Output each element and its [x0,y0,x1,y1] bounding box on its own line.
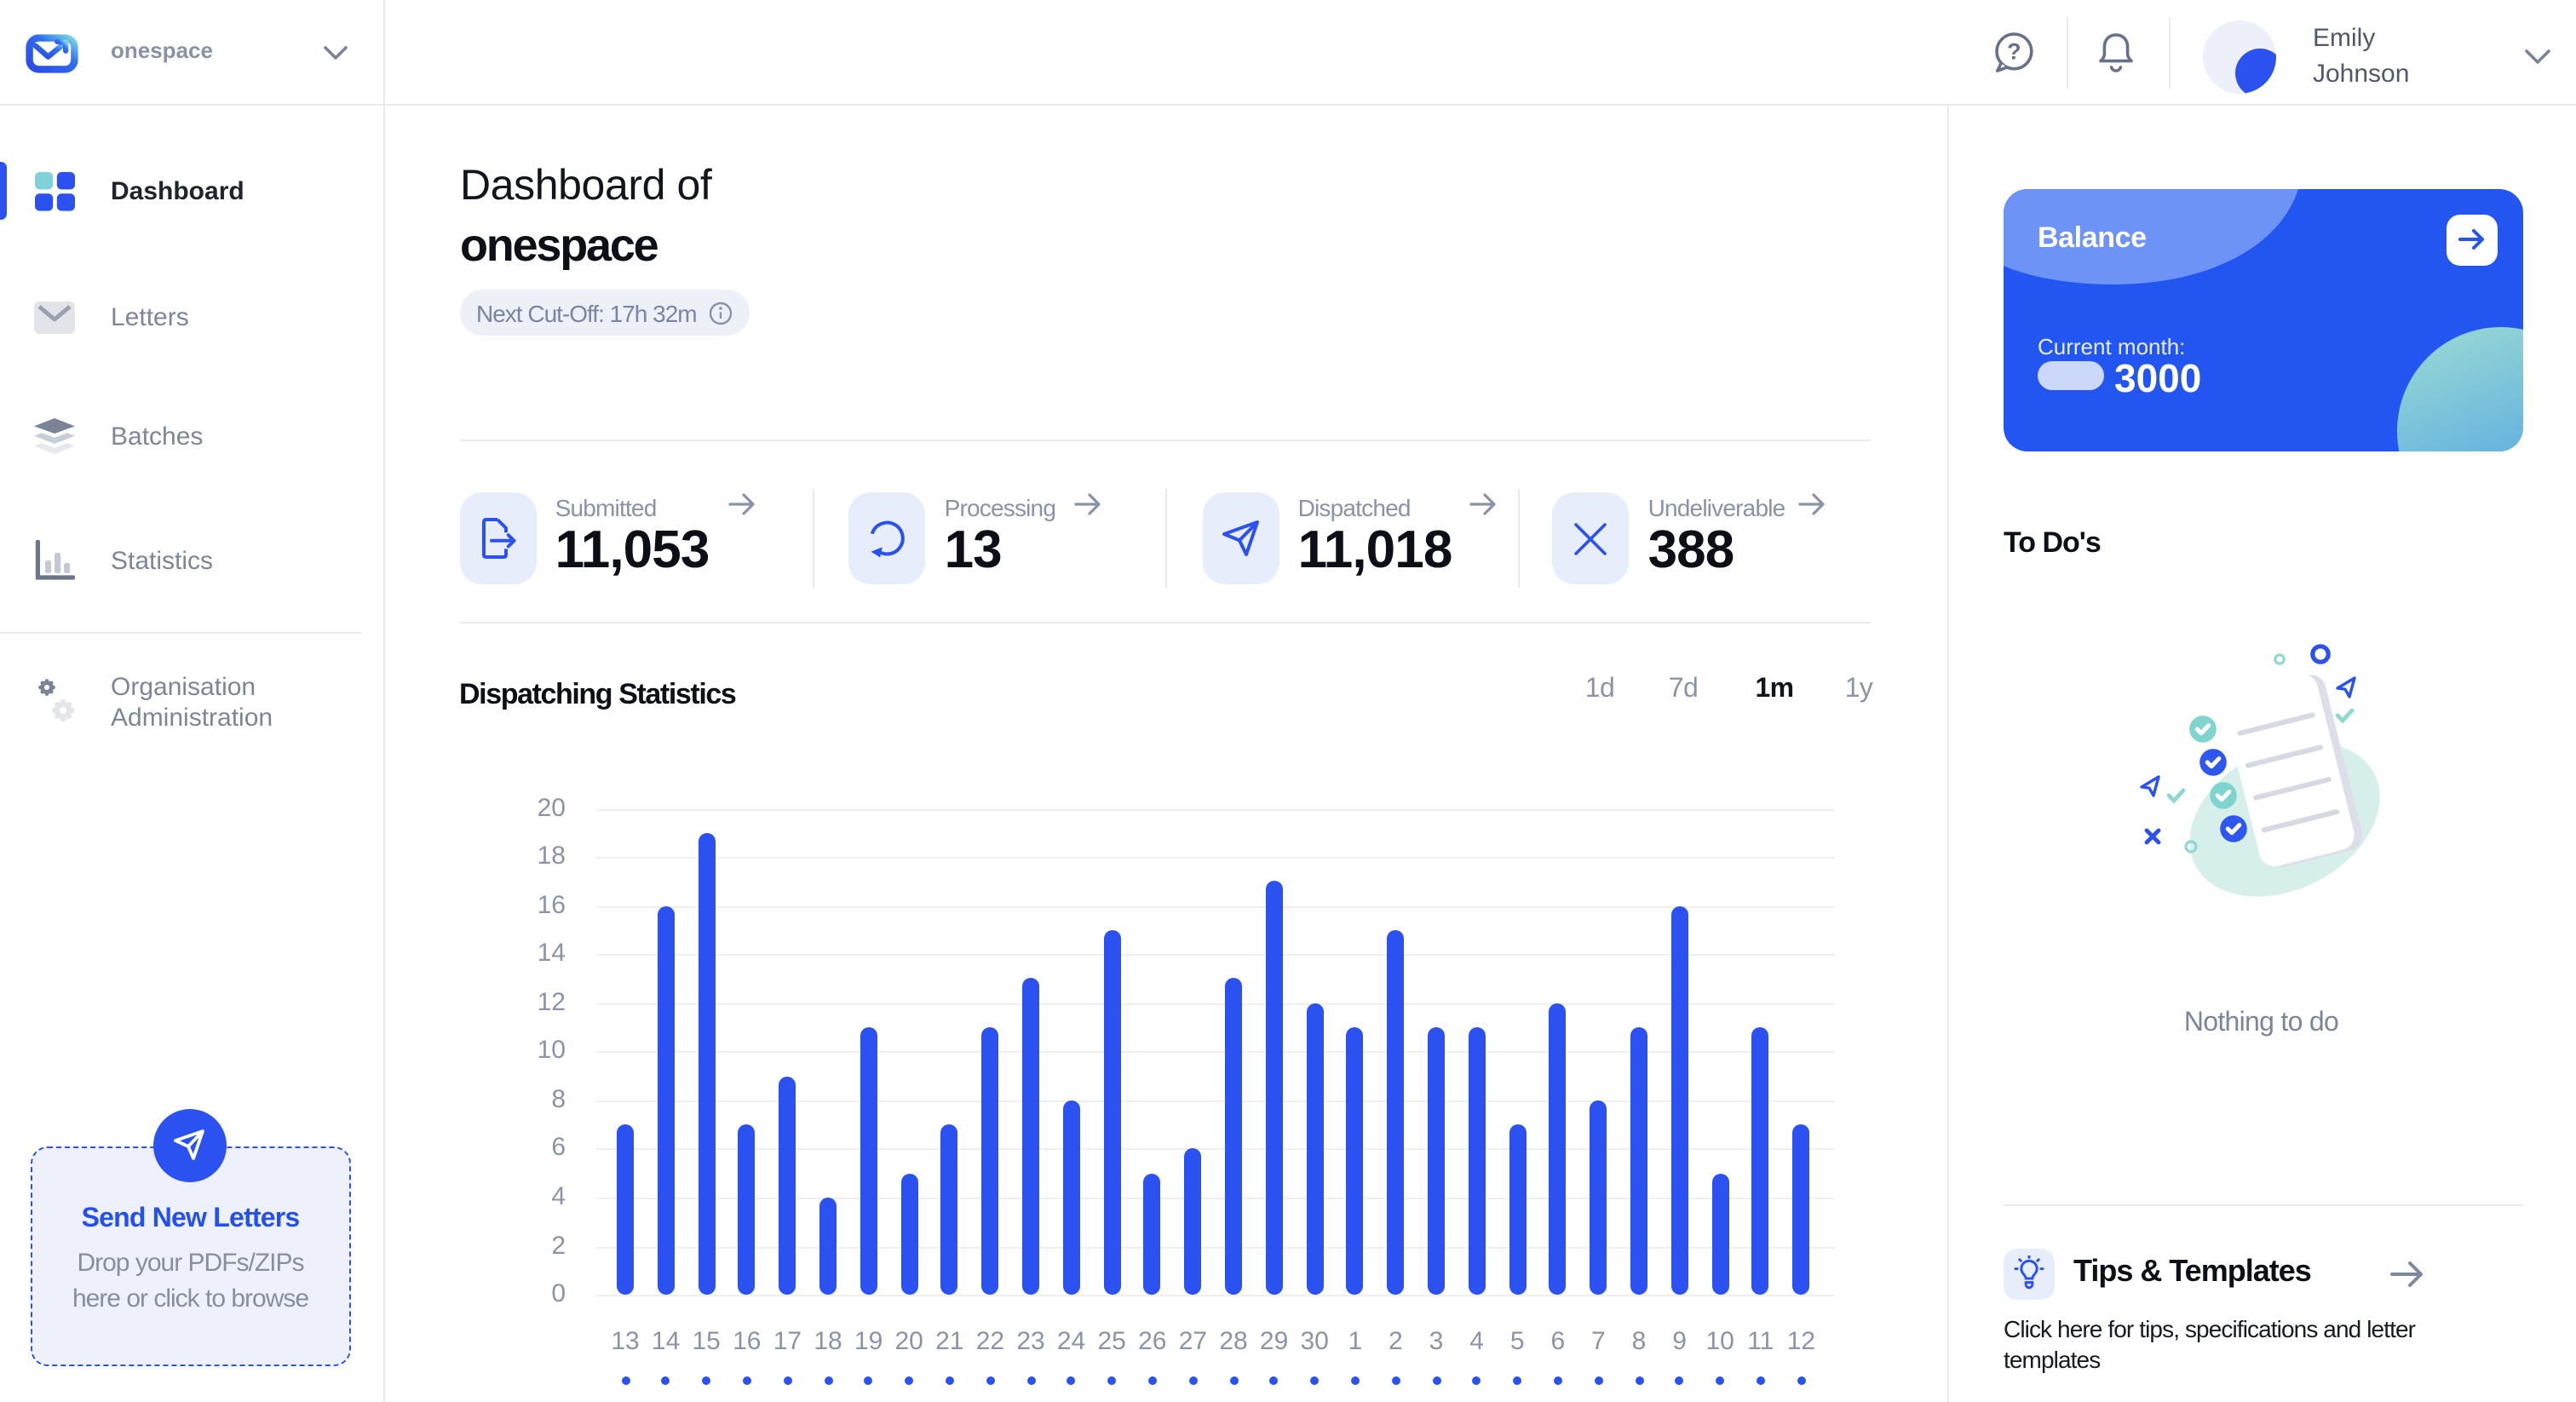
svg-text:?: ? [2007,39,2021,65]
